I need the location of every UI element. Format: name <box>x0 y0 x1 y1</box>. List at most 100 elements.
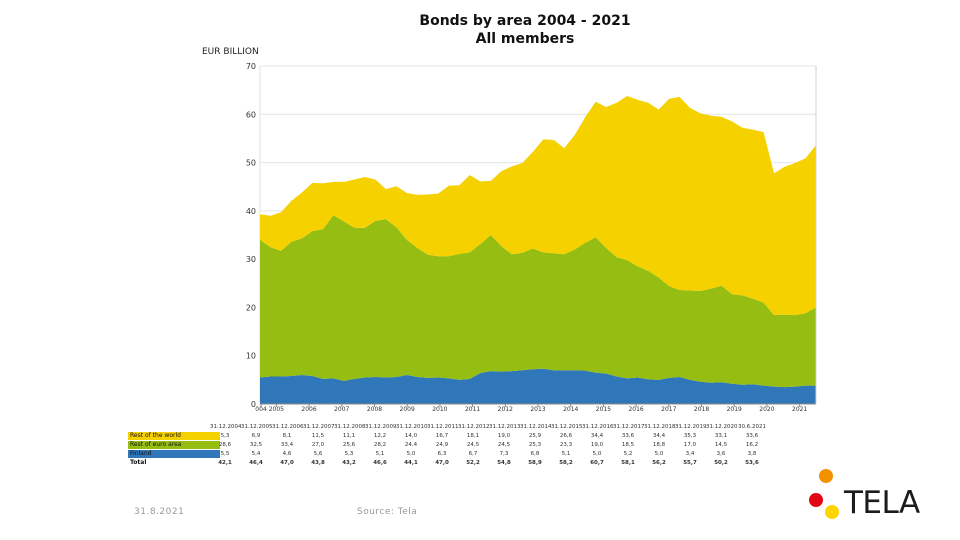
x-tick-label: 2020 <box>759 406 774 412</box>
table-cell: 53,6 <box>745 460 759 466</box>
table-header-date: 31.12.2013 <box>489 424 521 430</box>
table-cell: 18,5 <box>621 442 635 448</box>
chart-title: Bonds by area 2004 - 2021 <box>419 13 631 29</box>
table-cell: 46,4 <box>249 460 263 466</box>
x-tick-label: 2015 <box>596 406 611 412</box>
table-cell: 33,1 <box>714 433 728 439</box>
table-cell: 5,0 <box>406 451 416 457</box>
table-header-date: 31.12.2018 <box>644 424 676 430</box>
table-cell: 28,2 <box>373 442 387 448</box>
x-tick-label: 2009 <box>400 406 415 412</box>
area-series-finland <box>260 368 816 404</box>
table-legend-label: Finland <box>128 450 220 458</box>
table-header-date: 31.12.2017 <box>613 424 645 430</box>
table-cell: 7,3 <box>499 451 509 457</box>
footer-date: 31.8.2021 <box>134 507 185 517</box>
y-tick-label: 10 <box>246 352 256 361</box>
table-cell: 54,8 <box>497 460 511 466</box>
table-header-date: 31.12.2019 <box>675 424 707 430</box>
table-cell: 11,5 <box>311 433 325 439</box>
x-tick-label: 2016 <box>628 406 643 412</box>
table-cell: 5,6 <box>313 451 323 457</box>
table-legend-label: Rest of euro area <box>128 441 220 449</box>
table-cell: 5,0 <box>654 451 664 457</box>
table-cell: 3,4 <box>685 451 695 457</box>
x-tick-label: 2017 <box>661 406 676 412</box>
table-cell: 50,2 <box>714 460 728 466</box>
table-cell: 28,6 <box>218 442 232 448</box>
table-cell: 6,9 <box>251 433 261 439</box>
footer-source: Source: Tela <box>357 507 418 517</box>
table-cell: 35,3 <box>683 433 697 439</box>
table-cell: 56,2 <box>652 460 666 466</box>
table-cell: 43,2 <box>342 460 356 466</box>
table-cell: 58,2 <box>559 460 573 466</box>
table-header-date: 31.12.2009 <box>365 424 397 430</box>
x-tick-label: 2008 <box>367 406 382 412</box>
table-cell: 19,0 <box>590 442 604 448</box>
table-cell: 5,1 <box>561 451 571 457</box>
chart-subtitle: All members <box>475 31 575 47</box>
x-tick-label: 2013 <box>530 406 545 412</box>
table-cell: 47,0 <box>435 460 449 466</box>
table-cell: 3,6 <box>716 451 726 457</box>
table-cell: 33,4 <box>280 442 294 448</box>
table-cell: 5,1 <box>375 451 385 457</box>
y-axis-unit-label: EUR BILLION <box>202 47 259 57</box>
table-cell: 42,1 <box>218 460 232 466</box>
table-cell: 25,3 <box>528 442 542 448</box>
table-cell: 18,8 <box>652 442 666 448</box>
table-cell: 5,4 <box>251 451 261 457</box>
table-cell: 44,1 <box>404 460 418 466</box>
x-tick-label: 2006 <box>301 406 316 412</box>
table-header-date: 31.12.2007 <box>303 424 335 430</box>
table-cell: 6,3 <box>437 451 447 457</box>
table-header-date: 31.12.2011 <box>427 424 459 430</box>
bonds-area-chart: 0 10 20 30 40 50 60 70 004 2005 2006 2007 2008 2009 20… <box>246 62 817 412</box>
table-cell: 58,1 <box>621 460 635 466</box>
table-cell: 32,5 <box>249 442 263 448</box>
table-cell: 11,1 <box>342 433 356 439</box>
table-cell: 4,6 <box>282 451 292 457</box>
table-cell: 16,7 <box>435 433 449 439</box>
y-tick-label: 50 <box>246 159 256 168</box>
table-cell: 5,2 <box>623 451 633 457</box>
table-cell: 14,5 <box>714 442 728 448</box>
table-cell: 24,5 <box>466 442 480 448</box>
table-cell: 19,0 <box>497 433 511 439</box>
table-header-date: 31.12.2012 <box>458 424 490 430</box>
table-cell: 17,0 <box>683 442 697 448</box>
table-cell: 25,9 <box>528 433 542 439</box>
table-cell: 33,6 <box>621 433 635 439</box>
table-cell: 55,7 <box>683 460 697 466</box>
x-tick-label: 2014 <box>563 406 578 412</box>
table-cell: 24,9 <box>435 442 449 448</box>
x-tick-label: 2018 <box>694 406 709 412</box>
table-cell: 33,6 <box>745 433 759 439</box>
y-tick-label: 60 <box>246 110 256 119</box>
table-header-date: 30.6.2021 <box>738 424 766 430</box>
y-tick-label: 20 <box>246 303 256 312</box>
logo-dot <box>825 505 839 519</box>
logo-dot <box>819 469 833 483</box>
area-series-rest-of-euro-area <box>260 215 816 388</box>
table-cell: 26,6 <box>559 433 573 439</box>
table-cell: 52,2 <box>466 460 480 466</box>
table-header-date: 31.12.2010 <box>396 424 428 430</box>
table-cell: 5,3 <box>220 433 230 439</box>
table-cell: 5,0 <box>592 451 602 457</box>
table-cell: 6,7 <box>468 451 478 457</box>
table-cell: 43,8 <box>311 460 325 466</box>
table-header-date: 31.12.2016 <box>582 424 614 430</box>
table-cell: 24,5 <box>497 442 511 448</box>
table-cell: 8,1 <box>282 433 292 439</box>
tela-logo-mark-icon <box>809 469 839 519</box>
x-tick-label: 004 <box>255 406 267 412</box>
table-cell: 46,6 <box>373 460 387 466</box>
table-legend-label: Total <box>130 459 147 466</box>
table-header-date: 31.12.2015 <box>551 424 583 430</box>
logo-dot <box>809 493 823 507</box>
table-cell: 60,7 <box>590 460 604 466</box>
x-tick-label: 2010 <box>432 406 447 412</box>
table-cell: 24,4 <box>404 442 418 448</box>
